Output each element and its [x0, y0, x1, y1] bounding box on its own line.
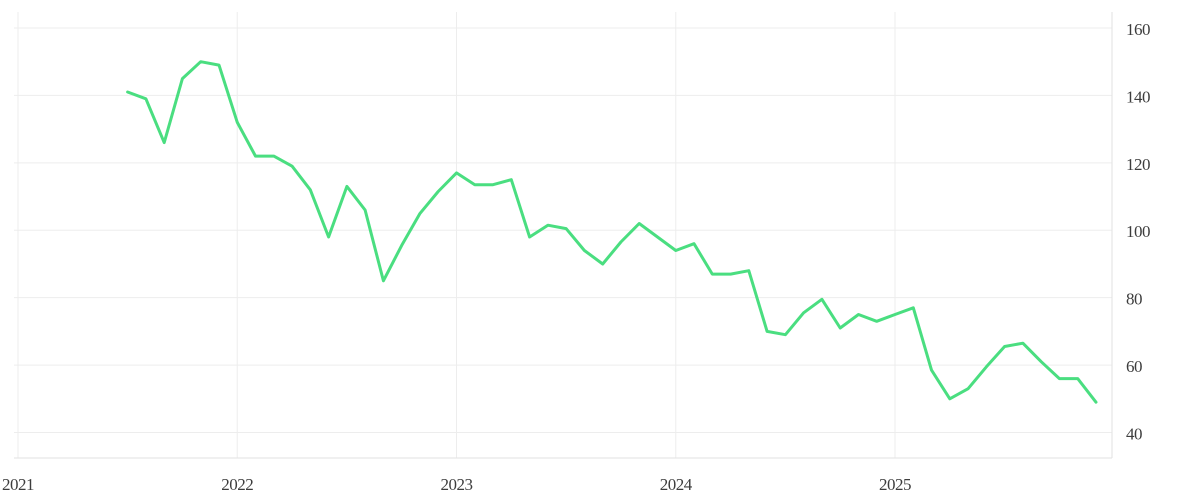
x-tick-label-2022: 2022 [221, 475, 253, 494]
y-tick-label-140: 140 [1126, 87, 1150, 106]
x-tick-label-2025: 2025 [879, 475, 911, 494]
x-tick-label-2023: 2023 [441, 475, 473, 494]
y-tick-label-120: 120 [1126, 155, 1150, 174]
y-tick-label-160: 160 [1126, 20, 1150, 39]
series-line-value [126, 60, 1098, 404]
y-tick-label-40: 40 [1126, 424, 1142, 443]
x-tick-label-2024: 2024 [660, 475, 693, 494]
y-tick-label-100: 100 [1126, 222, 1150, 241]
y-tick-label-60: 60 [1126, 357, 1142, 376]
x-tick-label-2021: 2021 [2, 475, 34, 494]
y-tick-label-80: 80 [1126, 290, 1142, 309]
